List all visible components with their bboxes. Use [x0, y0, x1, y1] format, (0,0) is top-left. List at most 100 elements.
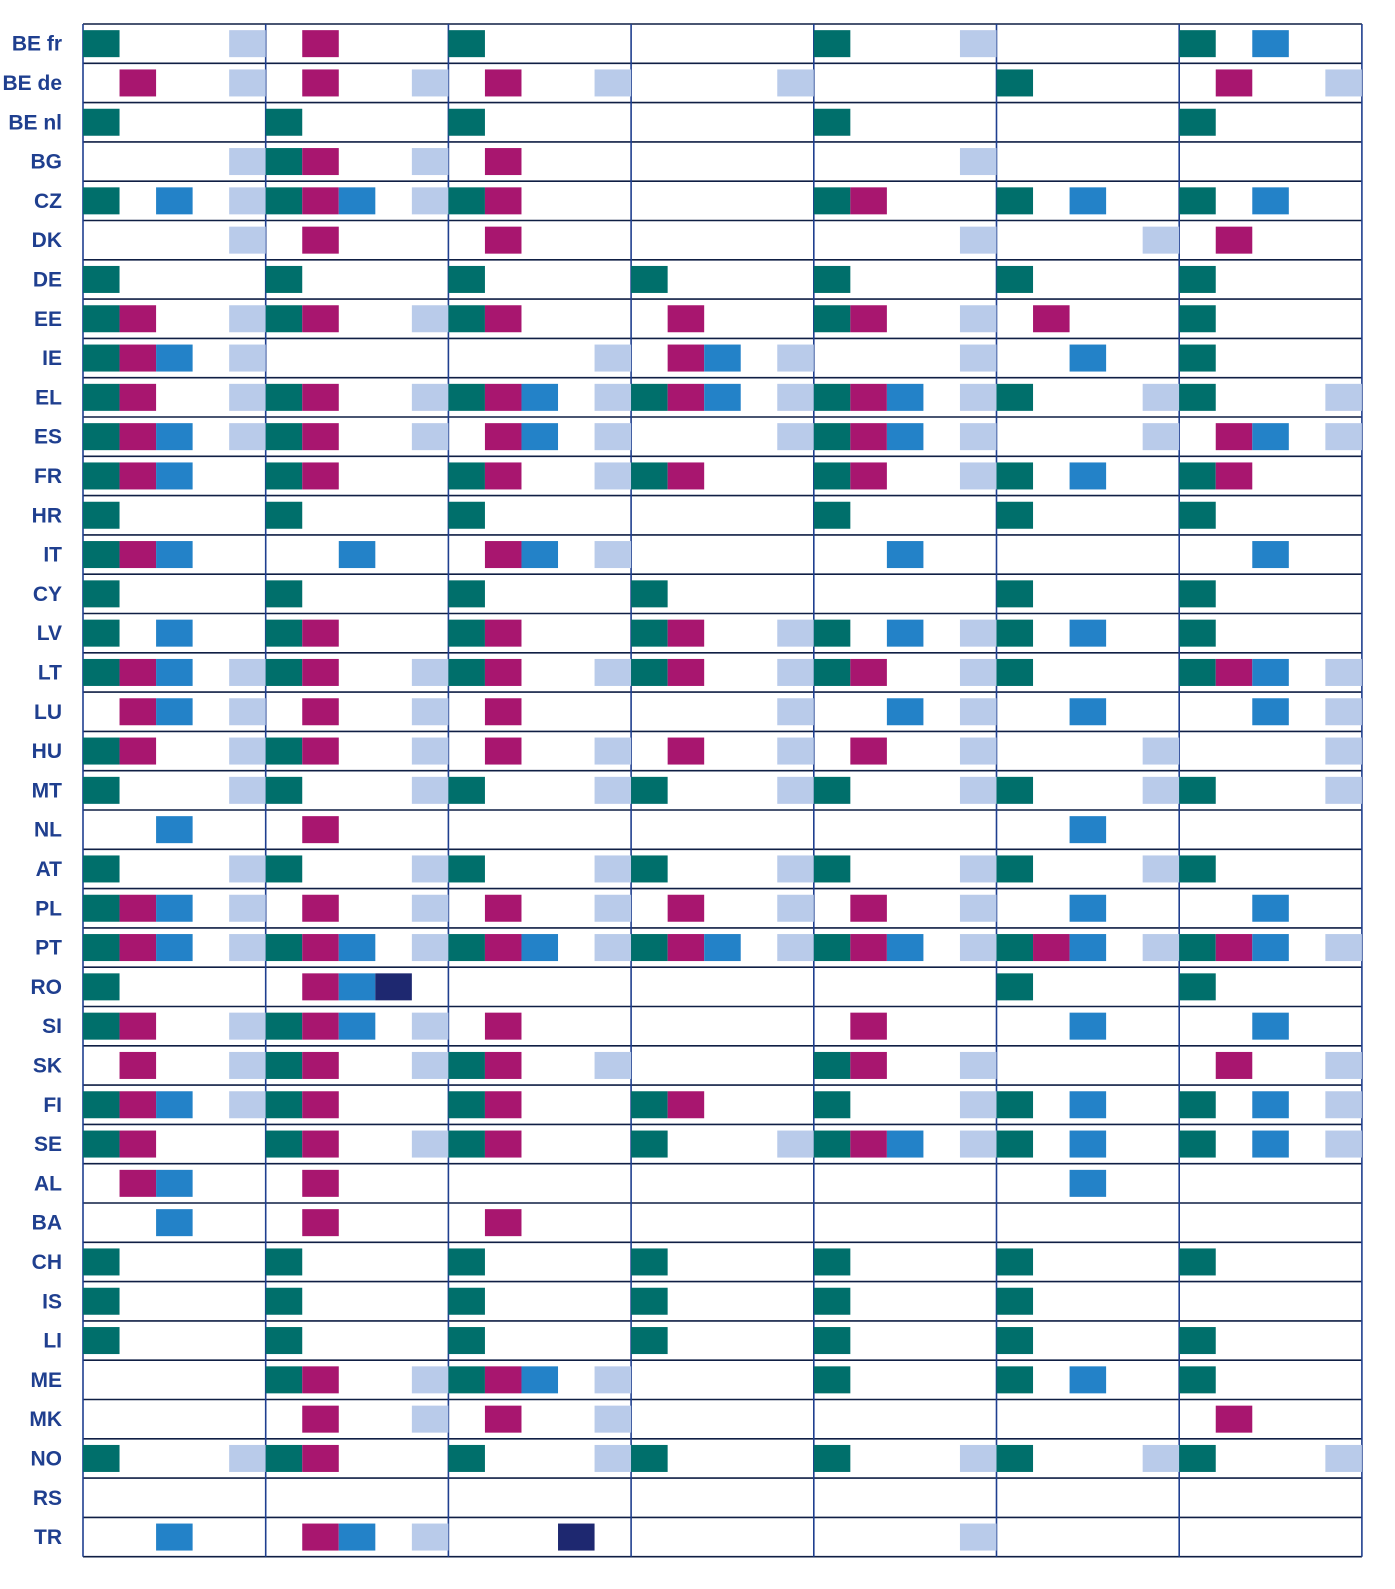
row-label: SI: [42, 1015, 62, 1038]
cell-mark-1: [265, 108, 303, 136]
cell-mark-1: [448, 108, 485, 136]
cell-mark-1: [996, 1366, 1034, 1394]
cell-mark-5: [1142, 1444, 1180, 1472]
cell-mark-1: [813, 1327, 851, 1355]
cell-mark-1: [448, 501, 485, 529]
cell-mark-1: [265, 619, 303, 647]
cell-mark-5: [229, 737, 266, 765]
cell-mark-2: [484, 737, 522, 765]
row-label: IE: [42, 347, 62, 370]
cell-mark-2: [302, 1444, 339, 1472]
cell-mark-2: [302, 30, 339, 58]
cell-mark-5: [411, 1051, 449, 1079]
cell-mark-1: [996, 383, 1034, 411]
cell-mark-1: [265, 580, 303, 608]
cell-mark-2: [1215, 658, 1253, 686]
cell-mark-1: [631, 1444, 668, 1472]
cell-mark-1: [631, 658, 668, 686]
cell-mark-2: [1215, 69, 1253, 97]
cell-mark-1: [265, 934, 303, 962]
cell-mark-1: [813, 187, 851, 215]
row-label: AL: [34, 1172, 62, 1195]
cell-mark-1: [448, 776, 485, 804]
cell-mark-3: [156, 1209, 193, 1237]
cell-mark-2: [850, 934, 887, 962]
cell-mark-5: [229, 423, 266, 451]
cell-mark-1: [631, 934, 668, 962]
cell-mark-2: [302, 148, 339, 176]
cell-mark-5: [1325, 69, 1362, 97]
row-label: MK: [29, 1408, 62, 1431]
cell-mark-1: [996, 934, 1034, 962]
cell-mark-3: [886, 698, 924, 726]
cell-mark-2: [484, 462, 522, 490]
cell-mark-2: [302, 69, 339, 97]
cell-mark-1: [1179, 776, 1216, 804]
cell-mark-1: [83, 658, 120, 686]
cell-mark-1: [83, 580, 120, 608]
cell-mark-3: [338, 1523, 376, 1551]
cell-mark-1: [813, 30, 851, 58]
cell-mark-5: [229, 855, 266, 883]
cell-mark-5: [411, 698, 449, 726]
cell-mark-1: [448, 383, 485, 411]
cell-mark-1: [813, 462, 851, 490]
cell-mark-1: [813, 501, 851, 529]
cell-mark-1: [265, 1444, 303, 1472]
cell-mark-2: [1215, 1405, 1253, 1433]
cell-mark-2: [484, 1130, 522, 1158]
cell-mark-2: [667, 305, 705, 333]
cell-mark-1: [1179, 108, 1216, 136]
cell-mark-2: [850, 1130, 887, 1158]
cell-mark-5: [411, 658, 449, 686]
row-label: NO: [31, 1447, 63, 1470]
cell-mark-3: [1069, 462, 1107, 490]
cell-mark-1: [448, 855, 485, 883]
cell-mark-3: [1252, 934, 1289, 962]
cell-mark-2: [302, 1366, 339, 1394]
cell-mark-1: [631, 265, 668, 293]
cell-mark-1: [631, 462, 668, 490]
cell-mark-5: [411, 1523, 449, 1551]
row-label: NL: [34, 819, 62, 842]
cell-mark-1: [631, 1248, 668, 1276]
cell-mark-5: [594, 737, 632, 765]
row-label: RS: [33, 1487, 62, 1510]
cell-mark-1: [996, 776, 1034, 804]
cell-mark-1: [996, 1248, 1034, 1276]
cell-mark-1: [631, 855, 668, 883]
cell-mark-2: [302, 1091, 339, 1119]
cell-mark-3: [1252, 1012, 1289, 1040]
cell-mark-1: [813, 1130, 851, 1158]
cell-mark-1: [83, 1091, 120, 1119]
cell-mark-2: [484, 541, 522, 569]
cell-mark-2: [302, 383, 339, 411]
cell-mark-5: [229, 894, 266, 922]
cell-mark-2: [302, 698, 339, 726]
cell-mark-5: [1142, 934, 1180, 962]
cell-mark-3: [521, 541, 559, 569]
cell-mark-1: [813, 1366, 851, 1394]
cell-mark-2: [119, 894, 157, 922]
cell-mark-2: [667, 619, 705, 647]
cell-mark-2: [302, 658, 339, 686]
cell-mark-2: [119, 1051, 157, 1079]
cell-mark-5: [411, 305, 449, 333]
cell-mark-1: [1179, 619, 1216, 647]
cell-mark-5: [1142, 855, 1180, 883]
cell-mark-3: [886, 934, 924, 962]
cell-mark-2: [302, 1523, 339, 1551]
cell-mark-3: [1069, 1012, 1107, 1040]
cell-mark-1: [1179, 265, 1216, 293]
cell-mark-1: [631, 1091, 668, 1119]
row-label: CZ: [34, 190, 62, 213]
cell-mark-5: [229, 1091, 266, 1119]
cell-mark-2: [850, 383, 887, 411]
cell-mark-1: [1179, 1327, 1216, 1355]
cell-mark-1: [813, 1091, 851, 1119]
cell-mark-2: [119, 423, 157, 451]
cell-mark-1: [1179, 1130, 1216, 1158]
cell-mark-1: [813, 305, 851, 333]
cell-mark-1: [448, 1287, 485, 1315]
cell-mark-3: [886, 423, 924, 451]
